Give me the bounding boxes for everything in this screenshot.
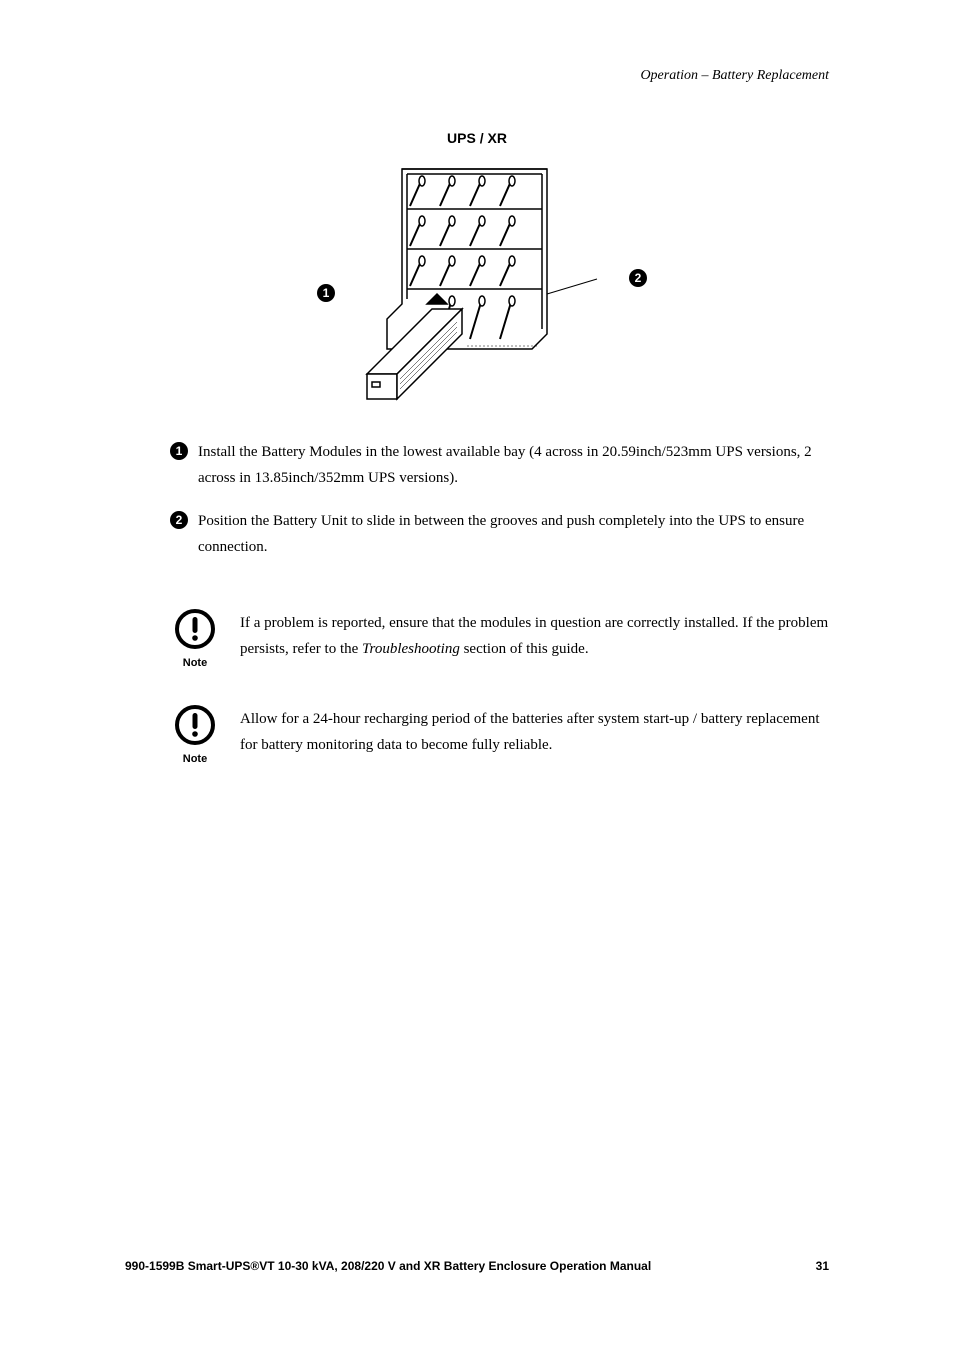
note-2-text: Allow for a 24-hour recharging period of…	[240, 704, 829, 758]
note-1-text-after: section of this guide.	[460, 641, 589, 657]
footer-doc-title: 990-1599B Smart-UPS®VT 10-30 kVA, 208/22…	[125, 1259, 651, 1273]
note-1-text-italic: Troubleshooting	[362, 641, 460, 657]
exclamation-icon	[174, 704, 216, 746]
note-label-2: Note	[170, 753, 220, 765]
ups-rack-diagram	[322, 154, 632, 414]
note-2: Note Allow for a 24-hour recharging peri…	[170, 704, 829, 765]
note-icon-2: Note	[170, 704, 220, 765]
note-icon-1: Note	[170, 608, 220, 669]
page-footer: 990-1599B Smart-UPS®VT 10-30 kVA, 208/22…	[125, 1259, 829, 1273]
step-1-marker: 1	[170, 442, 188, 460]
callout-marker-2: 2	[629, 269, 647, 287]
step-1: 1 Install the Battery Modules in the low…	[170, 440, 829, 491]
step-marker-circle-2: 2	[170, 511, 188, 529]
footer-page-number: 31	[816, 1259, 829, 1273]
step-2-text: Position the Battery Unit to slide in be…	[198, 509, 829, 560]
step-2: 2 Position the Battery Unit to slide in …	[170, 509, 829, 560]
notes-section: Note If a problem is reported, ensure th…	[170, 608, 829, 800]
breadcrumb-text: Operation – Battery Replacement	[640, 68, 829, 83]
diagram-container: 1 2	[322, 154, 632, 419]
diagram-title: UPS / XR	[0, 130, 954, 146]
step-marker-circle-1: 1	[170, 442, 188, 460]
steps-section: 1 Install the Battery Modules in the low…	[170, 440, 829, 578]
diagram-section: UPS / XR	[0, 130, 954, 419]
note-label-1: Note	[170, 657, 220, 669]
note-1-text: If a problem is reported, ensure that th…	[240, 608, 829, 662]
step-1-text: Install the Battery Modules in the lowes…	[198, 440, 829, 491]
step-2-marker: 2	[170, 511, 188, 529]
exclamation-icon	[174, 608, 216, 650]
callout-marker-1: 1	[317, 284, 335, 302]
note-1: Note If a problem is reported, ensure th…	[170, 608, 829, 669]
diagram-callout-2: 2	[629, 269, 647, 287]
diagram-callout-1: 1	[317, 284, 335, 302]
page-header: Operation – Battery Replacement	[640, 68, 829, 84]
